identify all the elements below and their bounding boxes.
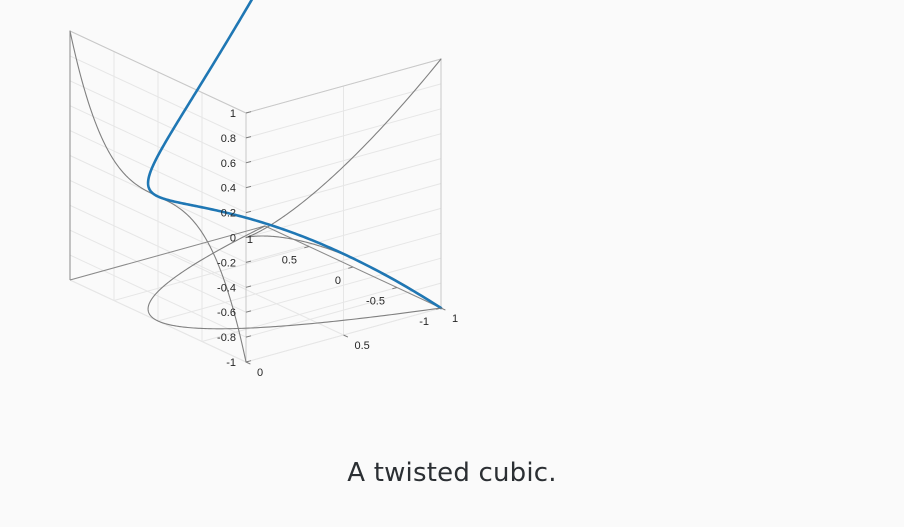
x-tick-label: 0 <box>335 275 341 287</box>
wall-gridline <box>69 105 247 189</box>
y-tick-label: 0.5 <box>355 340 370 352</box>
z-tick-mark <box>245 310 252 313</box>
curves-layer <box>69 0 443 363</box>
wall-gridline <box>245 108 442 164</box>
y-tick-mark <box>245 361 251 365</box>
tick-labels: -1 -0.8 -0.6 -0.4 -0.2 0 0.2 0.4 0.6 0.8 1 -1 -0.5 0 0… <box>217 108 458 379</box>
y-tick-label: 1 <box>452 313 458 325</box>
z-tick-mark <box>245 136 252 139</box>
x-tick-mark <box>436 307 442 310</box>
x-tick-mark <box>304 246 310 249</box>
z-tick-mark <box>245 210 252 214</box>
z-tick-label: 0.6 <box>221 158 236 170</box>
z-tick-mark <box>245 111 252 114</box>
box-edge <box>69 30 247 114</box>
x-tick-label: 1 <box>247 234 253 246</box>
box-edge <box>245 58 442 114</box>
axes-box <box>69 30 442 362</box>
y-axis-line <box>69 225 266 281</box>
figure-caption: A twisted cubic. <box>347 458 557 488</box>
z-tick-label: -0.6 <box>217 307 236 319</box>
z-tick-label: -0.2 <box>217 257 236 269</box>
x-tick-label: -0.5 <box>366 296 385 308</box>
wall-gridline <box>245 158 442 214</box>
z-tick-label: 0.4 <box>221 183 236 195</box>
x-tick-mark <box>392 287 398 290</box>
series-projection-xy <box>147 225 442 330</box>
wall-gridline <box>245 257 442 313</box>
wall-gridline <box>245 282 442 338</box>
x-tick-label: 0.5 <box>282 255 297 267</box>
z-tick-label: 0.8 <box>221 133 236 145</box>
z-tick-mark <box>245 335 252 338</box>
z-tick-label: 0 <box>230 233 236 245</box>
wall-gridline <box>69 204 247 288</box>
z-tick-mark <box>245 161 252 164</box>
wall-gridline <box>69 179 247 263</box>
z-tick-label: -1 <box>226 357 236 369</box>
wall-gridline <box>245 232 442 288</box>
wall-gridline <box>245 133 442 189</box>
z-tick-label: -0.4 <box>217 282 236 294</box>
y-tick-label: 0 <box>257 367 263 379</box>
x-tick-mark <box>260 225 266 228</box>
wall-gridline <box>69 130 247 214</box>
y-tick-mark <box>440 307 446 311</box>
z-tick-label: -0.8 <box>217 332 236 344</box>
z-tick-mark <box>245 235 252 238</box>
x-tick-label: -1 <box>419 316 429 328</box>
wall-gridline <box>69 80 247 164</box>
wall-gridline <box>69 55 247 139</box>
z-tick-label: 1 <box>230 108 236 120</box>
z-tick-mark <box>245 360 252 363</box>
grid-layer <box>69 30 442 363</box>
wall-gridline <box>245 207 442 263</box>
z-tick-mark <box>245 285 252 288</box>
series-curve <box>146 0 443 310</box>
wall-gridline <box>69 229 247 313</box>
z-tick-mark <box>245 260 252 263</box>
wall-gridline <box>69 254 247 338</box>
wall-gridline <box>245 83 442 139</box>
z-tick-label: 0.2 <box>221 208 236 220</box>
x-tick-mark <box>348 266 354 269</box>
y-tick-mark <box>343 334 349 338</box>
floor-gridline <box>167 252 344 336</box>
z-tick-mark <box>245 185 252 189</box>
